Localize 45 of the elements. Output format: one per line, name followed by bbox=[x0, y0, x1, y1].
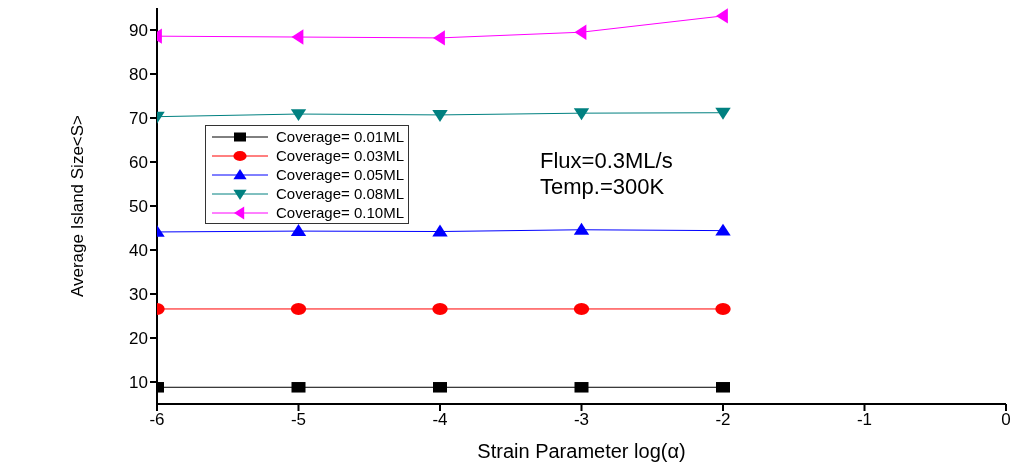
annotation: Flux=0.3ML/s bbox=[540, 148, 673, 174]
y-tick-label: 40 bbox=[129, 241, 148, 261]
x-tick-label: -4 bbox=[432, 410, 448, 430]
legend-label: Coverage= 0.08ML bbox=[276, 185, 404, 202]
y-tick-label: 90 bbox=[129, 21, 148, 41]
y-tick-label: 70 bbox=[129, 109, 148, 129]
y-tick-label: 20 bbox=[129, 329, 148, 349]
y-tick-label: 60 bbox=[129, 153, 148, 173]
point bbox=[715, 107, 731, 120]
x-tick-label: -6 bbox=[149, 410, 165, 430]
annotation: Temp.=300K bbox=[540, 174, 665, 200]
point bbox=[432, 110, 448, 122]
point bbox=[715, 223, 731, 236]
point bbox=[573, 222, 590, 235]
point bbox=[716, 382, 730, 393]
point bbox=[716, 8, 728, 24]
point bbox=[290, 224, 307, 236]
legend-label: Coverage= 0.01ML bbox=[276, 128, 404, 145]
x-tick-label: -3 bbox=[573, 410, 590, 430]
x-tick-label: 0 bbox=[1001, 410, 1011, 430]
point bbox=[574, 382, 589, 393]
x-tick-label: -2 bbox=[715, 410, 731, 430]
point bbox=[573, 108, 590, 121]
point bbox=[433, 382, 447, 393]
legend-label: Coverage= 0.10ML bbox=[276, 204, 404, 221]
y-tick-label: 50 bbox=[129, 197, 148, 217]
legend-label: Coverage= 0.05ML bbox=[276, 166, 404, 183]
point bbox=[290, 109, 307, 122]
x-axis-title: Strain Parameter log(α) bbox=[477, 440, 686, 462]
point bbox=[573, 303, 590, 315]
point bbox=[715, 303, 731, 315]
point bbox=[290, 303, 307, 315]
x-tick-label: -5 bbox=[290, 410, 307, 430]
point bbox=[432, 224, 448, 237]
x-tick-label: -1 bbox=[856, 410, 873, 430]
point bbox=[574, 24, 587, 40]
y-tick-label: 10 bbox=[129, 373, 148, 393]
y-axis-title: Average Island Size<S> bbox=[68, 114, 88, 298]
point bbox=[433, 30, 445, 46]
legend-label: Coverage= 0.03ML bbox=[276, 147, 404, 164]
y-tick-label: 80 bbox=[129, 65, 148, 85]
point bbox=[291, 29, 304, 45]
point bbox=[432, 303, 448, 315]
y-tick-label: 30 bbox=[129, 285, 148, 305]
point bbox=[291, 382, 306, 393]
